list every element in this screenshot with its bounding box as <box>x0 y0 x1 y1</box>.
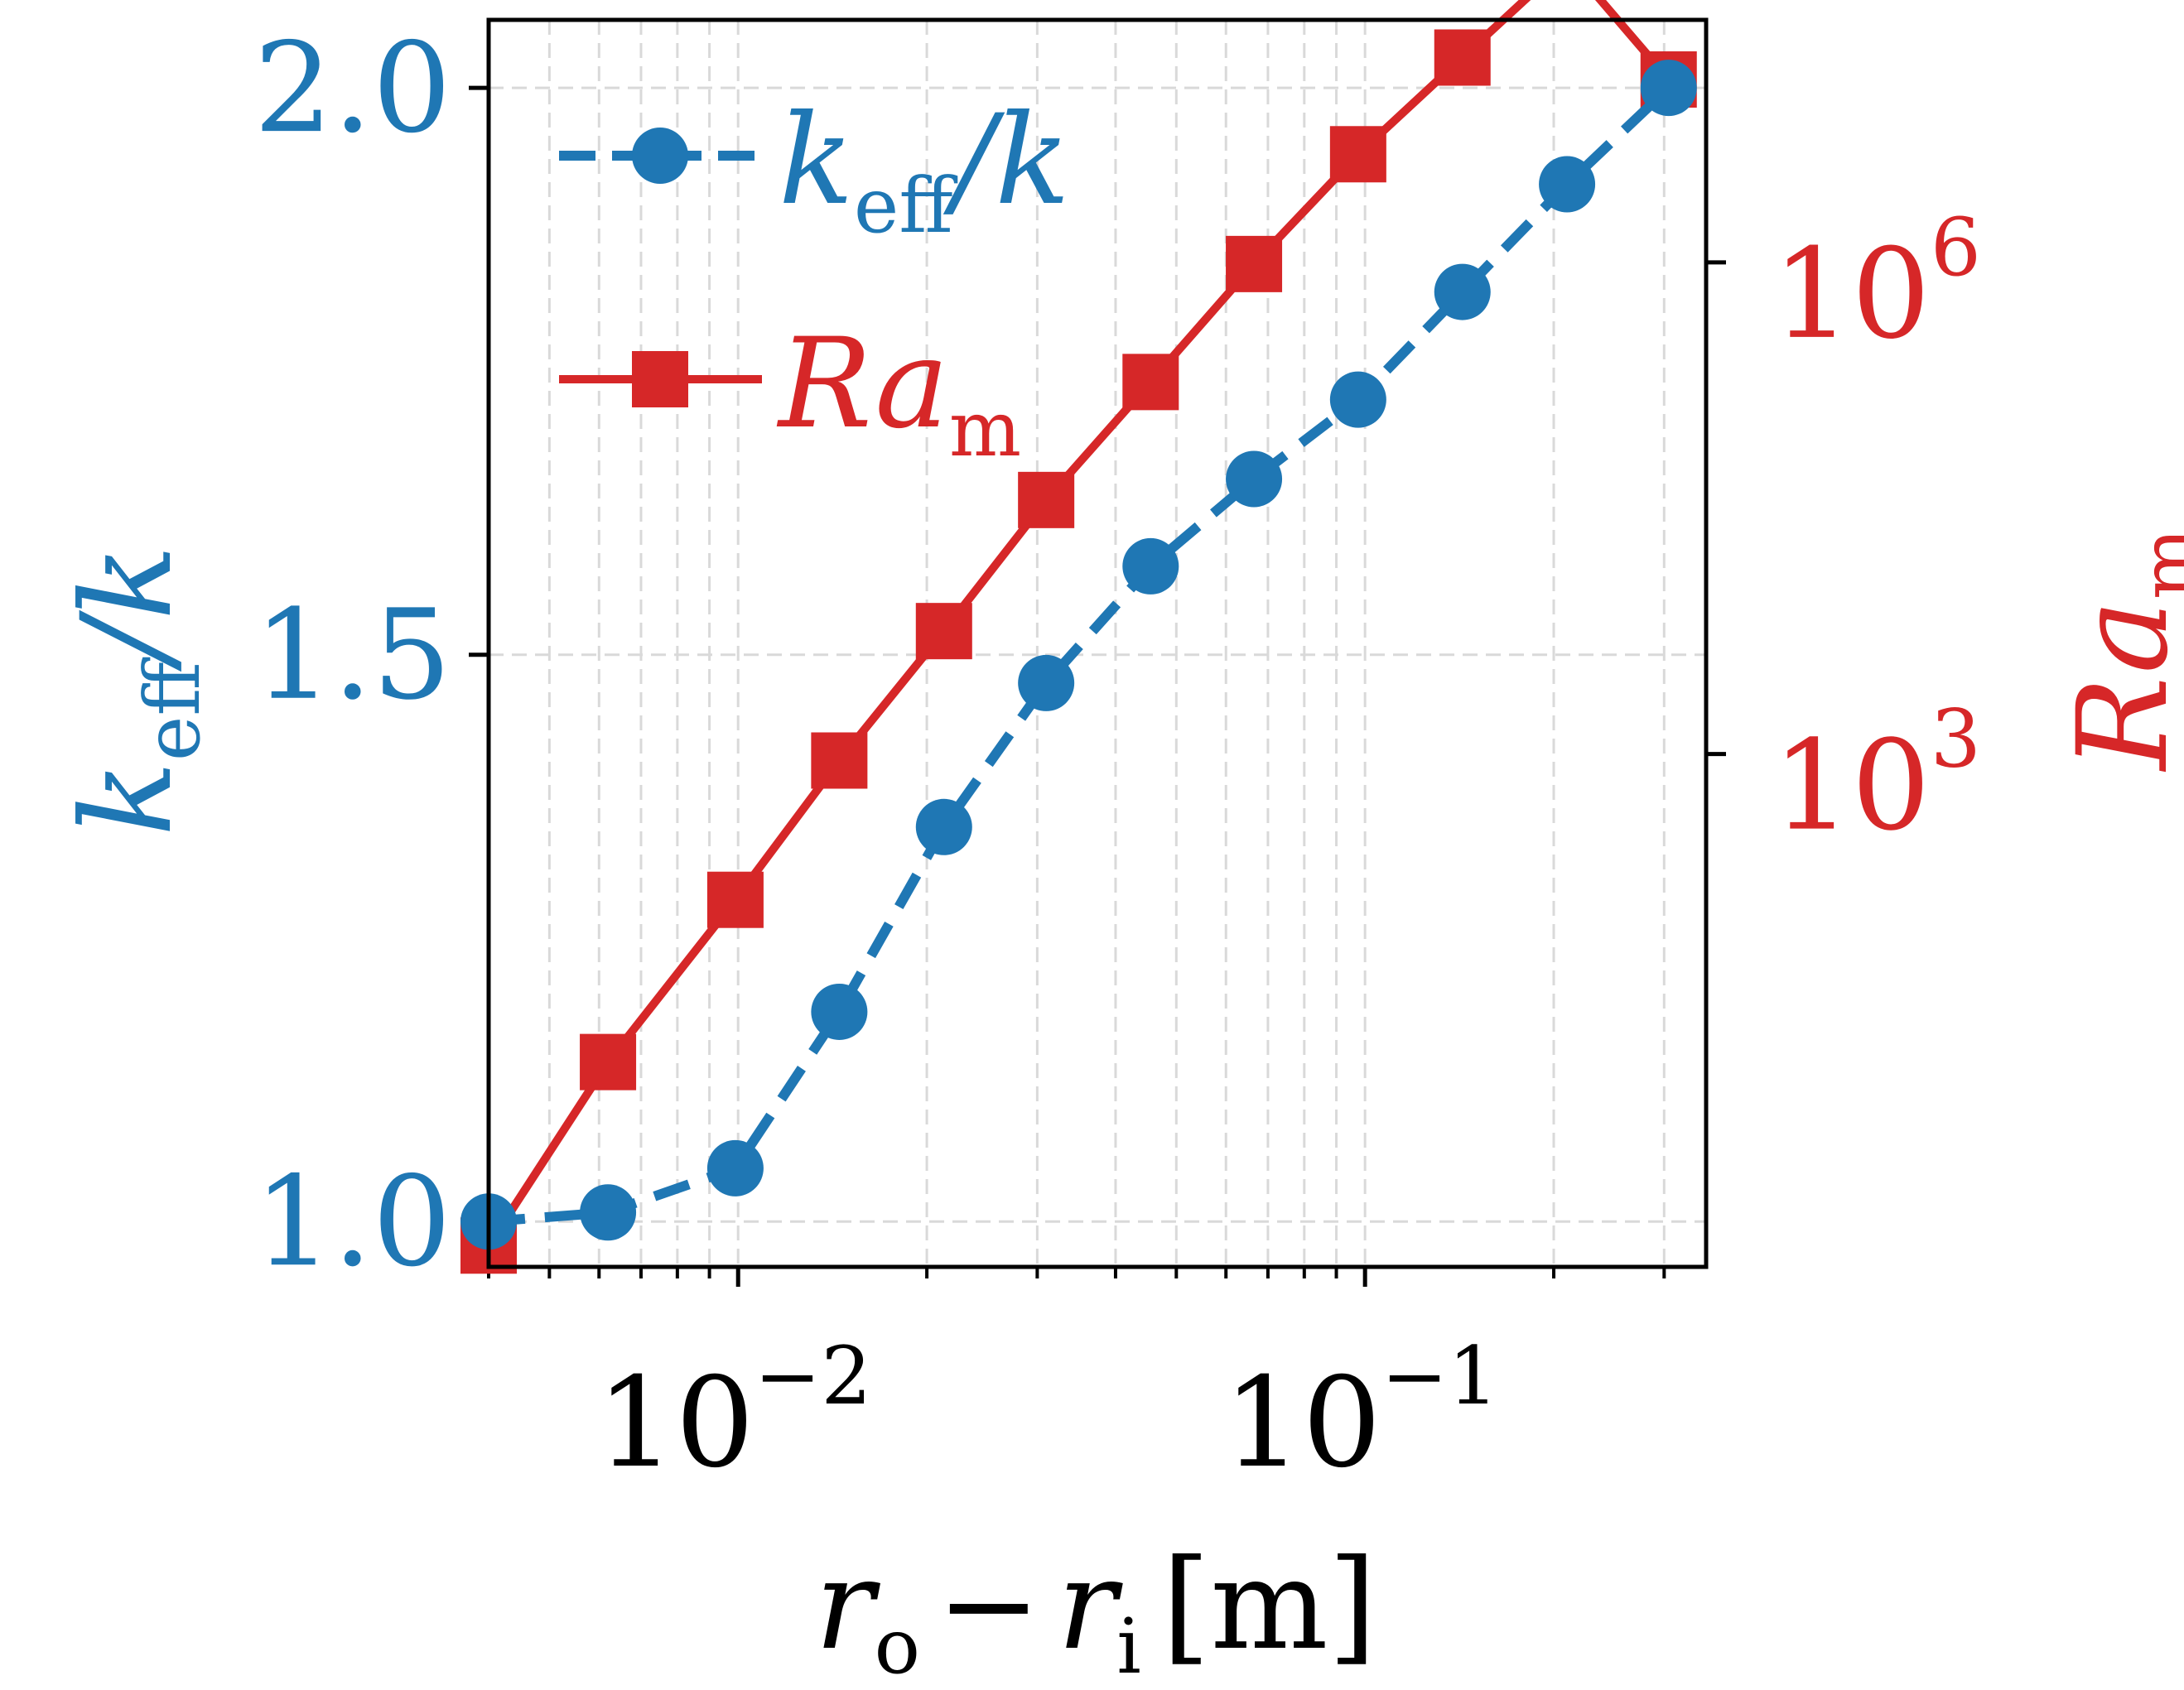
plot-frame <box>486 17 1709 1269</box>
series-layer <box>460 0 1697 1274</box>
legend-ram-marker <box>632 351 688 407</box>
keff-data-point <box>1018 654 1075 711</box>
legend-keff-label: keff/k <box>779 89 1070 250</box>
y-right-tick-label: 103 <box>1772 693 1981 859</box>
y-left-tick-label: 1.0 <box>253 1150 451 1294</box>
keff-data-point <box>706 1139 764 1196</box>
ra-data-point <box>706 871 764 928</box>
grid <box>487 20 1706 1267</box>
ticks: 1.0 1.5 2.0 10−2 10−1 103 106 <box>253 17 1981 1495</box>
keff-data-point <box>1434 263 1491 320</box>
ra-data-point <box>1018 471 1075 528</box>
y-left-tick-label: 2.0 <box>253 17 451 161</box>
right-axis-label: Ram <box>2051 527 2184 773</box>
legend-keff-marker <box>632 128 688 184</box>
legend-ram-label: Ram <box>776 312 1021 474</box>
keff-data-point <box>1539 156 1596 213</box>
ra-data-point <box>811 732 868 789</box>
keff-data-point <box>1329 371 1386 428</box>
y-left-tick-label: 1.5 <box>253 584 451 728</box>
y-right-tick-label: 106 <box>1772 201 1981 367</box>
keff-data-point <box>811 983 868 1040</box>
keff-data-point <box>580 1184 637 1241</box>
ra-data-point <box>1226 235 1283 292</box>
keff-data-point <box>1122 537 1179 595</box>
keff-data-point <box>1640 60 1697 117</box>
x-tick-label: 10−1 <box>1223 1330 1498 1495</box>
left-axis-label: keff/k <box>55 545 217 836</box>
x-tick-label: 10−2 <box>596 1330 871 1495</box>
ra-data-point <box>1329 126 1386 183</box>
ra-data-point <box>915 603 972 660</box>
keff-data-point <box>915 798 972 855</box>
ra-data-point <box>580 1033 637 1091</box>
keff-data-point <box>1226 450 1283 508</box>
x-axis-label: ro − ri [m] <box>815 1534 1376 1690</box>
ra-data-point <box>1122 354 1179 411</box>
ra-data-point <box>1434 29 1491 86</box>
legend: keff/k Ram <box>559 89 1070 474</box>
